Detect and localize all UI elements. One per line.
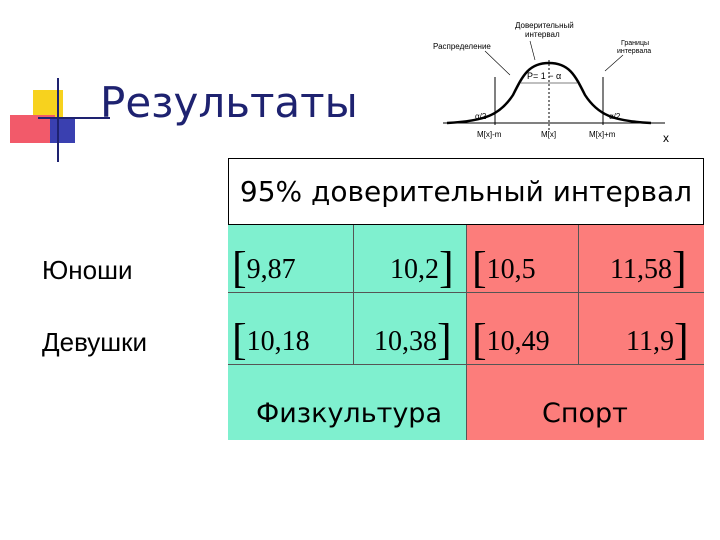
diagram-label-p: P= 1 − α xyxy=(527,71,561,81)
tick-right: M[x]+m xyxy=(589,130,616,139)
row2-fiz-low: [10,18 xyxy=(232,315,310,364)
row1-label: Юноши xyxy=(42,255,133,285)
diagram-label-bounds-2: интервала xyxy=(617,48,651,55)
grid-v1 xyxy=(353,225,354,365)
pointer-bounds xyxy=(604,54,624,72)
grid-h2 xyxy=(228,364,704,365)
col-fiz-label: Физкультура xyxy=(256,398,442,429)
row1-fiz-high: 10,2] xyxy=(390,243,454,292)
alpha-left: α/2 xyxy=(475,112,487,121)
pointer-distribution xyxy=(484,50,511,76)
diagram-label-distribution: Распределение xyxy=(433,42,491,51)
grid-v3 xyxy=(578,225,579,365)
row2-sport-high: 11,9] xyxy=(626,315,689,364)
distribution-diagram: Доверительный интервал Распределение Гра… xyxy=(433,21,669,145)
logo-blue-square xyxy=(50,118,75,143)
interval-table: 95% доверительный интервал [9,87 10,2] [… xyxy=(228,158,704,440)
slide-title: Результаты xyxy=(100,78,358,127)
row2-sport-low: [10,49 xyxy=(472,315,550,364)
slide-logo xyxy=(10,78,110,162)
grid-v2 xyxy=(466,225,467,440)
col-sport-label: Спорт xyxy=(542,398,628,429)
bell-curve xyxy=(446,61,652,125)
pointer-interval xyxy=(529,40,536,61)
row1-sport-high: 11,58] xyxy=(610,243,687,292)
row2-label: Девушки xyxy=(42,327,148,357)
row1-fiz-low: [9,87 xyxy=(232,243,296,292)
diagram-label-bounds-1: Границы xyxy=(621,40,649,47)
alpha-right: α/2 xyxy=(609,112,621,121)
diagram-label-interval-1: Доверительный xyxy=(515,21,574,30)
tick-mid: M[x] xyxy=(541,130,556,139)
logo-red-square xyxy=(10,115,55,143)
axis-x-label: x xyxy=(663,131,669,145)
row1-sport-low: [10,5 xyxy=(472,243,536,292)
table-header: 95% доверительный интервал xyxy=(228,158,704,225)
diagram-label-interval-2: интервал xyxy=(525,30,560,39)
col-sport-background xyxy=(466,225,704,440)
grid-h1 xyxy=(228,292,704,293)
tick-left: M[x]-m xyxy=(477,130,502,139)
row2-fiz-high: 10,38] xyxy=(374,315,452,364)
col-fiz-background xyxy=(228,225,466,440)
